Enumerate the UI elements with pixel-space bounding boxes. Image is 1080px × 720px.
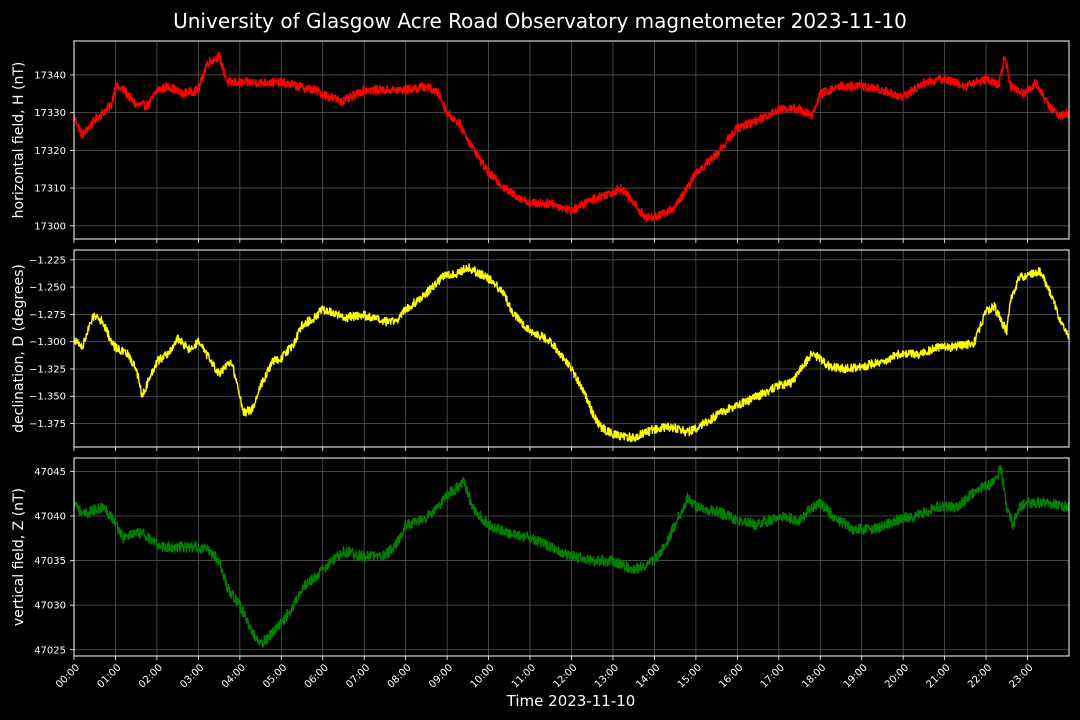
x-tick-labels: 00:00 01:00 02:00 03:00 04:00 05:00 06:00 07:00… [54, 662, 1036, 690]
x-tick-label: 15:00 [676, 662, 704, 690]
x-tick-label: 10:00 [469, 662, 497, 690]
x-tick-label: 07:00 [344, 662, 372, 690]
declination-y-tick-label: −1.250 [29, 283, 66, 294]
x-tick-label: 05:00 [261, 662, 289, 690]
z-y-tick-label: 47045 [34, 467, 66, 478]
x-tick-label: 21:00 [925, 662, 953, 690]
x-tick-label: 12:00 [551, 662, 579, 690]
x-tick-label: 22:00 [966, 662, 994, 690]
x-tick-label: 09:00 [427, 662, 455, 690]
z-y-tick-label: 47025 [34, 645, 66, 656]
declination-y-tick-label: −1.325 [29, 364, 66, 375]
x-tick-label: 02:00 [137, 662, 165, 690]
h-panel-frame [73, 40, 1070, 240]
z-series-line [73, 464, 1070, 648]
x-tick-label: 00:00 [54, 662, 82, 690]
z-y-axis-label: vertical field, Z (nT) [11, 488, 27, 626]
declination-panel-frame [73, 249, 1070, 448]
chart-title: University of Glasgow Acre Road Observat… [173, 9, 907, 33]
z-field-panel: 47025 47030 47035 47040 47045 vertical field,… [11, 457, 1070, 660]
x-tick-label: 14:00 [634, 662, 662, 690]
x-tick-label: 11:00 [510, 662, 538, 690]
x-tick-label: 20:00 [883, 662, 911, 690]
x-tick-label: 18:00 [800, 662, 828, 690]
z-y-tick-label: 47030 [34, 601, 66, 612]
x-tick-label: 23:00 [1008, 662, 1036, 690]
h-y-axis-label: horizontal field, H (nT) [11, 62, 27, 219]
h-y-tick-label: 17300 [34, 221, 66, 232]
z-y-tick-label: 47035 [34, 556, 66, 567]
x-tick-label: 17:00 [759, 662, 787, 690]
x-tick-label: 04:00 [220, 662, 248, 690]
declination-series-line [73, 263, 1070, 443]
z-y-tick-label: 47040 [34, 511, 66, 522]
x-tick-label: 13:00 [593, 662, 621, 690]
declination-y-tick-label: −1.225 [29, 255, 66, 266]
x-axis-label: Time 2023-11-10 [506, 692, 636, 710]
x-tick-label: 19:00 [842, 662, 870, 690]
declination-y-axis-label: declination, D (degrees) [11, 264, 27, 433]
declination-y-tick-label: −1.300 [29, 337, 66, 348]
declination-y-tick-label: −1.350 [29, 392, 66, 403]
declination-panel: −1.375 −1.350 −1.325 −1.300 −1.275 −1.250 −1.2… [11, 249, 1070, 451]
h-y-tick-label: 17330 [34, 108, 66, 119]
h-y-tick-label: 17310 [34, 184, 66, 195]
h-y-tick-label: 17320 [34, 146, 66, 157]
x-tick-label: 06:00 [303, 662, 331, 690]
h-field-panel: 17300 17310 17320 17330 17340 horizontal fiel… [11, 40, 1070, 243]
h-series-line [73, 51, 1070, 223]
x-tick-label: 03:00 [178, 662, 206, 690]
h-y-tick-label: 17340 [34, 70, 66, 81]
declination-y-tick-label: −1.275 [29, 310, 66, 321]
x-tick-label: 01:00 [95, 662, 123, 690]
x-tick-label: 08:00 [386, 662, 414, 690]
x-tick-label: 16:00 [717, 662, 745, 690]
z-panel-frame [73, 457, 1070, 657]
declination-y-tick-label: −1.375 [29, 419, 66, 430]
